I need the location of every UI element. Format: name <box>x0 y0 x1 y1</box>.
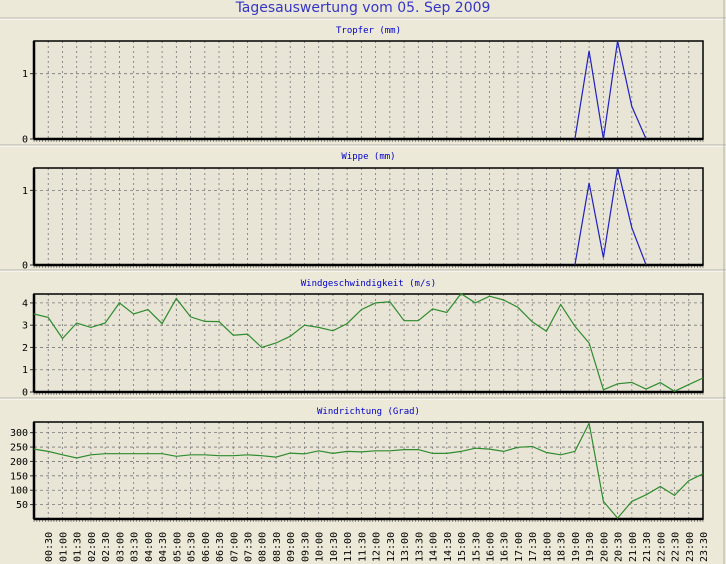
x-tick-label: 22:00 <box>656 532 667 562</box>
x-tick-label: 14:00 <box>429 532 440 562</box>
chart-panel-1: Tropfer (mm) 0 1 <box>22 26 704 146</box>
x-tick-label: 21:00 <box>628 532 639 562</box>
x-tick-label: 09:30 <box>300 532 311 562</box>
x-tick-label: 04:30 <box>158 532 169 562</box>
x-tick-label: 10:30 <box>329 532 340 562</box>
x-tick-label: 05:30 <box>187 532 198 562</box>
chart-panel-3: Windgeschwindigkeit (m/s) 0 1 2 3 4 <box>22 279 704 399</box>
x-tick-label: 20:30 <box>614 532 625 562</box>
y-tick-label: 200 <box>10 457 28 468</box>
plot-background <box>34 294 703 392</box>
chart-title: Wippe (mm) <box>341 152 395 162</box>
x-tick-label: 00:30 <box>44 532 55 562</box>
x-tick-label: 05:00 <box>172 532 183 562</box>
x-tick-label: 13:30 <box>414 532 425 562</box>
series-line <box>33 421 704 520</box>
y-tick-label: 150 <box>10 471 28 482</box>
x-tick-label: 16:00 <box>485 532 496 562</box>
x-tick-label: 09:00 <box>286 532 297 562</box>
plot-background <box>34 422 703 519</box>
x-tick-label: 23:30 <box>699 532 710 562</box>
series-line <box>33 292 704 392</box>
y-tick-label: 300 <box>10 428 28 439</box>
y-tick-label: 1 <box>22 186 28 197</box>
x-tick-label: 01:30 <box>73 532 84 562</box>
y-tick-label: 1 <box>22 365 28 376</box>
chart-title: Windrichtung (Grad) <box>317 407 420 417</box>
x-tick-label: 16:30 <box>500 532 511 562</box>
x-tick-label: 23:00 <box>685 532 696 562</box>
x-tick-label: 15:30 <box>471 532 482 562</box>
x-tick-label: 03:30 <box>130 532 141 562</box>
x-tick-label: 11:00 <box>343 532 354 562</box>
y-tick-label: 100 <box>10 486 28 497</box>
x-tick-label: 02:00 <box>87 532 98 562</box>
x-tick-label: 12:30 <box>386 532 397 562</box>
chart-title: Windgeschwindigkeit (m/s) <box>301 279 436 289</box>
y-tick-label: 250 <box>10 443 28 454</box>
x-tick-label: 15:00 <box>457 532 468 562</box>
report-title: Tagesauswertung vom 05. Sep 2009 <box>235 0 491 16</box>
x-tick-label: 12:00 <box>372 532 383 562</box>
x-tick-label: 06:30 <box>215 532 226 562</box>
x-tick-label: 01:00 <box>58 532 69 562</box>
chart-title: Tropfer (mm) <box>336 26 401 36</box>
y-tick-label: 1 <box>22 69 28 80</box>
x-tick-label: 17:00 <box>514 532 525 562</box>
x-tick-label: 06:00 <box>201 532 212 562</box>
y-tick-label: 3 <box>22 321 28 332</box>
x-tick-label: 18:30 <box>557 532 568 562</box>
x-tick-label: 21:30 <box>642 532 653 562</box>
plot-background <box>34 168 703 265</box>
x-tick-label: 20:00 <box>599 532 610 562</box>
chart-panel-2: Wippe (mm) 0 1 <box>22 152 704 272</box>
x-tick-label: 17:30 <box>528 532 539 562</box>
series-line <box>574 167 647 266</box>
y-tick-label: 0 <box>22 388 28 399</box>
x-tick-label: 08:00 <box>258 532 269 562</box>
y-tick-label: 4 <box>22 298 28 309</box>
x-tick-label: 19:30 <box>585 532 596 562</box>
x-tick-label: 10:00 <box>315 532 326 562</box>
x-tick-label: 11:30 <box>357 532 368 562</box>
y-tick-label: 50 <box>16 500 28 511</box>
y-tick-label: 2 <box>22 343 28 354</box>
chart-panel-4: Windrichtung (Grad) 50 100 150 200 250 300 <box>10 407 704 522</box>
x-tick-label: 07:30 <box>244 532 255 562</box>
x-tick-label: 19:00 <box>571 532 582 562</box>
x-tick-label: 18:00 <box>542 532 553 562</box>
x-tick-label: 02:30 <box>101 532 112 562</box>
x-tick-label: 14:30 <box>443 532 454 562</box>
x-tick-label: 22:30 <box>671 532 682 562</box>
series-line <box>574 40 647 140</box>
x-tick-label: 07:00 <box>229 532 240 562</box>
x-tick-label: 08:30 <box>272 532 283 562</box>
y-tick-label: 0 <box>22 261 28 272</box>
x-tick-label: 13:00 <box>400 532 411 562</box>
y-tick-label: 0 <box>22 135 28 146</box>
plot-background <box>34 41 703 139</box>
x-tick-label: 03:00 <box>115 532 126 562</box>
x-tick-label: 04:00 <box>144 532 155 562</box>
